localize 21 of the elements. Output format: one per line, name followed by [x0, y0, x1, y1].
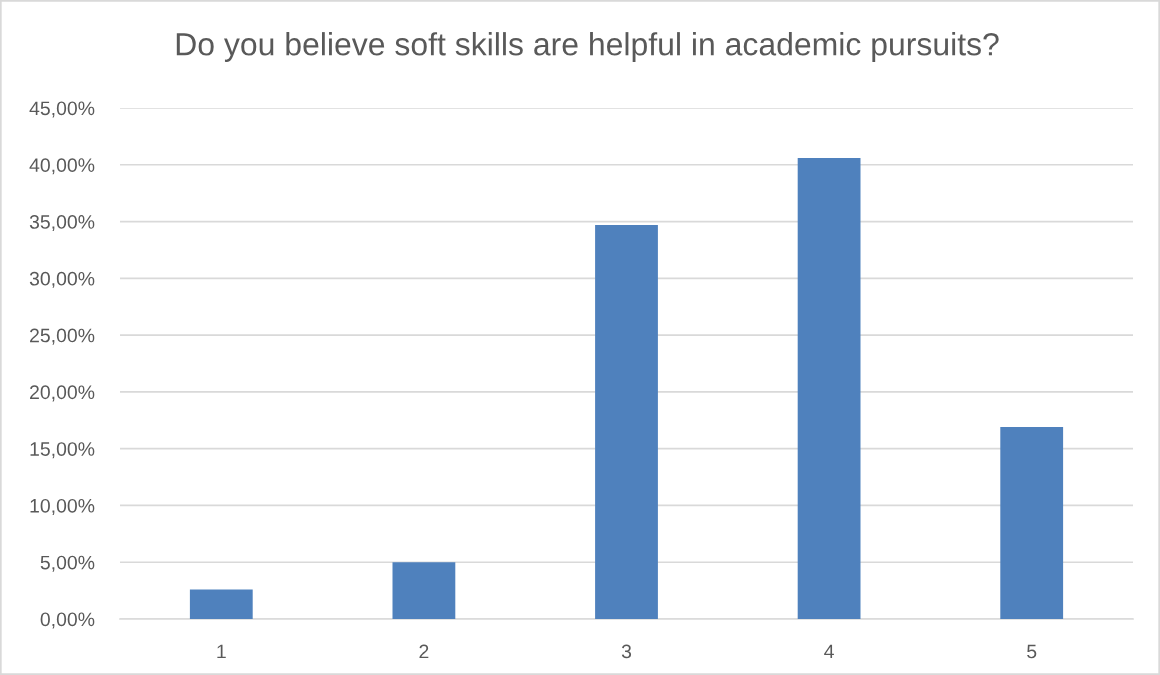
- y-tick-label: 45,00%: [29, 101, 95, 118]
- y-tick-label: 15,00%: [30, 442, 95, 459]
- y-tick-label: 35,00%: [29, 215, 95, 232]
- y-tick-label: 40,00%: [29, 158, 95, 175]
- y-tick-label: 0,00%: [40, 612, 95, 629]
- bar: [797, 157, 861, 619]
- bar: [1000, 427, 1064, 619]
- y-tick-label: 30,00%: [29, 271, 95, 288]
- y-tick-label: 20,00%: [30, 385, 95, 402]
- x-tick-label: 1: [217, 644, 226, 659]
- x-tick-label: 4: [824, 644, 834, 659]
- bar: [392, 562, 456, 619]
- y-tick-label: 10,00%: [30, 498, 95, 515]
- bar: [189, 589, 253, 619]
- chart-title: Do you believe soft skills are helpful in academic pursuits?: [176, 32, 999, 62]
- x-tick-label: 5: [1027, 644, 1037, 659]
- x-tick-label: 3: [621, 644, 632, 659]
- y-tick-label: 5,00%: [40, 555, 95, 572]
- x-tick-label: 2: [419, 644, 429, 659]
- y-tick-label: 25,00%: [30, 328, 95, 345]
- bar: [595, 224, 658, 619]
